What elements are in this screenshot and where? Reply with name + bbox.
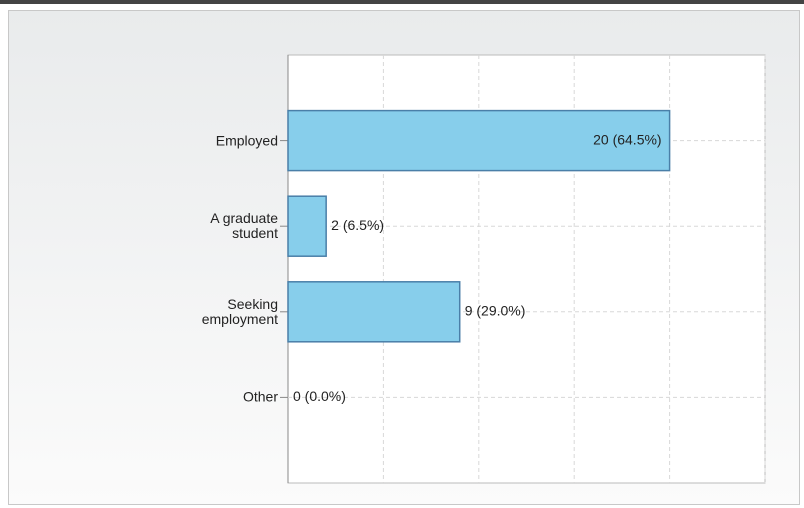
top-bar [0, 0, 804, 4]
category-label: Seeking employment [201, 295, 278, 327]
value-label: 2 (6.5%) [331, 217, 384, 233]
value-label: 9 (29.0%) [465, 303, 526, 319]
category-label: A graduate student [210, 210, 278, 242]
category-label: Other [242, 388, 278, 405]
bar [287, 195, 327, 257]
value-label: 0 (0.0%) [293, 388, 346, 404]
bar [287, 281, 461, 343]
category-label: Employed [215, 132, 278, 149]
value-label: 20 (64.5%) [593, 131, 661, 147]
bar [287, 109, 671, 172]
